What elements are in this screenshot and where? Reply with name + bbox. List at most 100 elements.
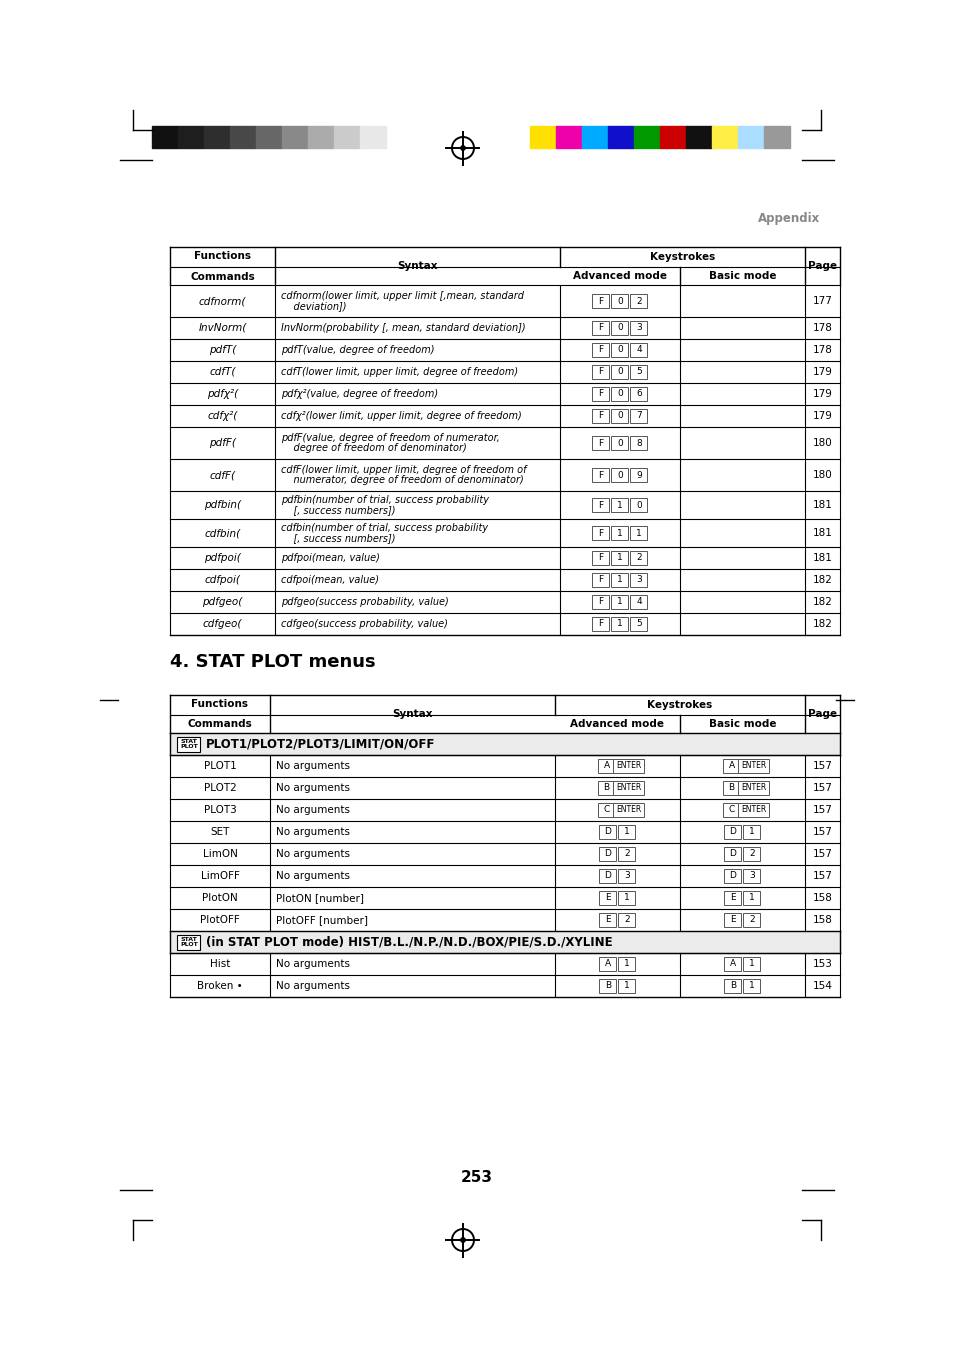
FancyBboxPatch shape (611, 343, 628, 357)
Text: A: A (604, 959, 611, 969)
FancyBboxPatch shape (598, 759, 615, 773)
FancyBboxPatch shape (592, 386, 609, 401)
Text: 0: 0 (617, 389, 622, 399)
FancyBboxPatch shape (592, 573, 609, 586)
Text: C: C (602, 805, 609, 815)
FancyBboxPatch shape (592, 343, 609, 357)
Text: 182: 182 (812, 597, 832, 607)
Text: 0: 0 (617, 323, 622, 332)
Text: D: D (604, 871, 611, 881)
Text: pdfF(: pdfF( (209, 438, 235, 449)
Text: D: D (604, 850, 611, 858)
FancyBboxPatch shape (177, 935, 200, 950)
FancyBboxPatch shape (592, 467, 609, 482)
Text: cdfF(: cdfF( (210, 470, 235, 480)
Text: Broken •: Broken • (197, 981, 243, 992)
Bar (581, 126, 607, 149)
FancyBboxPatch shape (738, 802, 768, 817)
Text: B: B (729, 981, 736, 990)
FancyBboxPatch shape (592, 617, 609, 631)
Text: 0: 0 (617, 346, 622, 354)
Text: 1: 1 (748, 828, 754, 836)
Text: B: B (728, 784, 734, 793)
FancyBboxPatch shape (630, 573, 647, 586)
Text: cdfgeo(success probability, value): cdfgeo(success probability, value) (281, 619, 447, 630)
Bar (178, 126, 204, 149)
Text: 179: 179 (812, 367, 832, 377)
Text: PLOT2: PLOT2 (203, 784, 236, 793)
Text: cdfT(lower limit, upper limit, degree of freedom): cdfT(lower limit, upper limit, degree of… (281, 367, 517, 377)
FancyBboxPatch shape (611, 617, 628, 631)
Bar (711, 126, 738, 149)
Text: InvNorm(: InvNorm( (198, 323, 247, 332)
Text: F: F (598, 412, 603, 420)
Text: F: F (598, 620, 603, 628)
FancyBboxPatch shape (598, 869, 616, 884)
FancyBboxPatch shape (723, 957, 740, 971)
Text: D: D (729, 850, 736, 858)
Bar (607, 126, 634, 149)
FancyBboxPatch shape (611, 436, 628, 450)
FancyBboxPatch shape (738, 759, 768, 773)
Text: Functions: Functions (192, 698, 248, 709)
FancyBboxPatch shape (618, 869, 635, 884)
Text: 4. STAT PLOT menus: 4. STAT PLOT menus (170, 653, 375, 671)
Text: 181: 181 (812, 528, 832, 538)
Text: pdfT(: pdfT( (209, 345, 236, 355)
Text: 154: 154 (812, 981, 832, 992)
FancyBboxPatch shape (618, 979, 635, 993)
Circle shape (460, 1238, 465, 1242)
FancyBboxPatch shape (598, 781, 615, 794)
Text: cdfpoi(mean, value): cdfpoi(mean, value) (281, 576, 378, 585)
FancyBboxPatch shape (630, 499, 647, 512)
Text: F: F (598, 296, 603, 305)
Text: 182: 182 (812, 576, 832, 585)
FancyBboxPatch shape (722, 781, 740, 794)
FancyBboxPatch shape (630, 526, 647, 540)
Text: No arguments: No arguments (275, 959, 350, 969)
Text: Advanced mode: Advanced mode (570, 719, 664, 730)
Text: 6: 6 (636, 389, 641, 399)
Text: F: F (598, 470, 603, 480)
Bar (255, 126, 282, 149)
Text: 0: 0 (617, 412, 622, 420)
Text: 1: 1 (623, 893, 629, 902)
Text: deviation]): deviation]) (281, 301, 346, 312)
Text: InvNorm(probability [, mean, standard deviation]): InvNorm(probability [, mean, standard de… (281, 323, 525, 332)
FancyBboxPatch shape (723, 892, 740, 905)
FancyBboxPatch shape (630, 295, 647, 308)
FancyBboxPatch shape (611, 551, 628, 565)
Text: LimOFF: LimOFF (200, 871, 239, 881)
Text: 157: 157 (812, 784, 832, 793)
Text: 181: 181 (812, 553, 832, 563)
FancyBboxPatch shape (742, 869, 760, 884)
Text: cdfgeo(: cdfgeo( (203, 619, 242, 630)
Text: Page: Page (807, 709, 836, 719)
Text: 1: 1 (617, 620, 622, 628)
FancyBboxPatch shape (598, 979, 616, 993)
Text: ENTER: ENTER (740, 784, 765, 793)
Text: No arguments: No arguments (275, 848, 350, 859)
Text: Syntax: Syntax (396, 261, 437, 272)
FancyBboxPatch shape (598, 825, 616, 839)
FancyBboxPatch shape (598, 957, 616, 971)
Text: PLOT1: PLOT1 (203, 761, 236, 771)
Text: 253: 253 (460, 1170, 493, 1185)
Bar (334, 126, 359, 149)
Text: LimON: LimON (202, 848, 237, 859)
Text: 4: 4 (636, 597, 641, 607)
FancyBboxPatch shape (592, 436, 609, 450)
Text: D: D (729, 828, 736, 836)
Text: No arguments: No arguments (275, 805, 350, 815)
FancyBboxPatch shape (630, 467, 647, 482)
Text: 2: 2 (636, 554, 641, 562)
FancyBboxPatch shape (723, 869, 740, 884)
Text: 0: 0 (617, 439, 622, 447)
FancyBboxPatch shape (630, 365, 647, 380)
Text: Commands: Commands (190, 272, 254, 282)
Text: STAT
PLOT: STAT PLOT (180, 938, 197, 947)
FancyBboxPatch shape (611, 467, 628, 482)
FancyBboxPatch shape (630, 551, 647, 565)
Text: pdfgeo(: pdfgeo( (202, 597, 242, 607)
Text: cdfT(: cdfT( (209, 367, 235, 377)
